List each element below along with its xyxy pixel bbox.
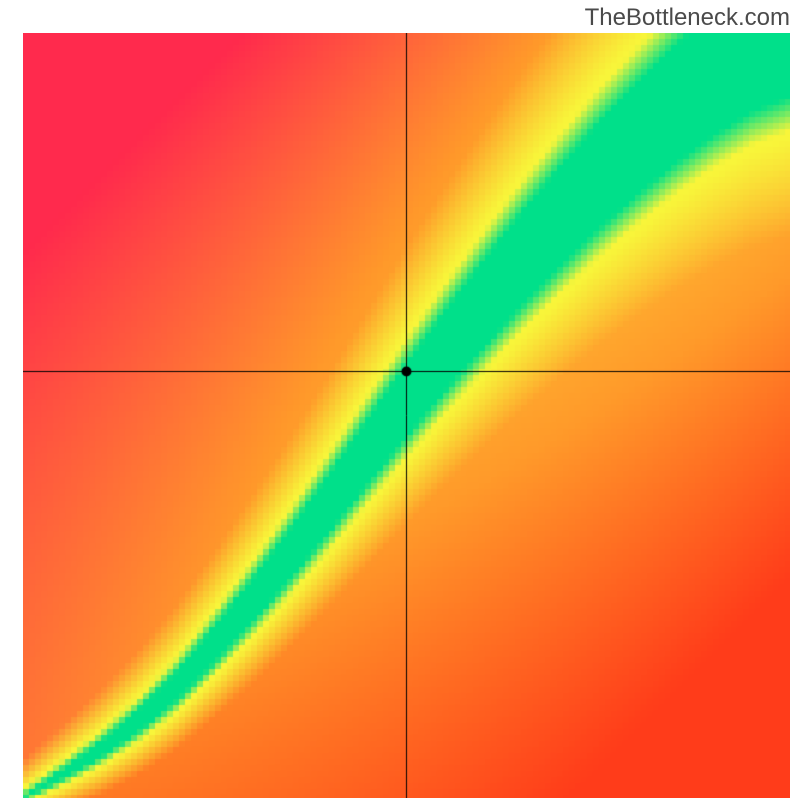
bottleneck-heatmap: [23, 33, 790, 798]
watermark-text: TheBottleneck.com: [585, 4, 790, 32]
chart-container: TheBottleneck.com: [0, 0, 800, 800]
